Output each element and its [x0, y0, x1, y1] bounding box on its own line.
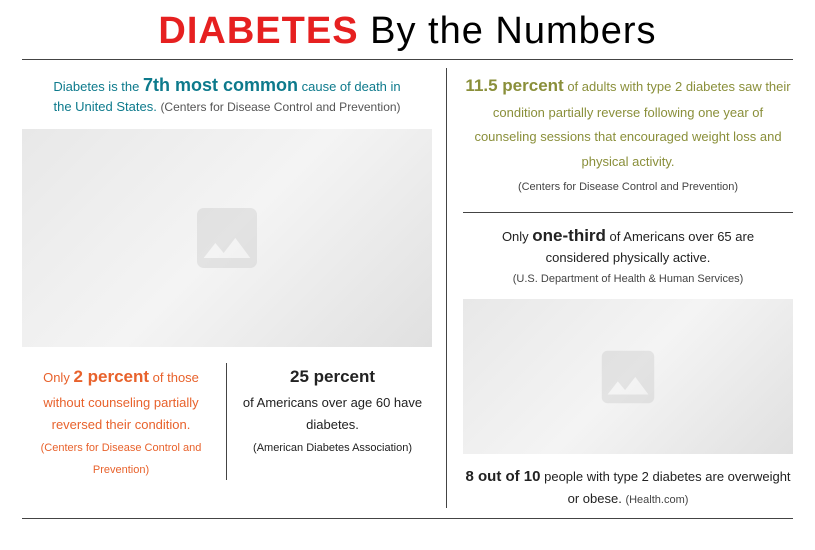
fact-2-percent: Only 2 percent of those without counseli… [22, 363, 227, 480]
image-senior-exercise [463, 299, 793, 454]
source-citation: (American Diabetes Association) [253, 442, 412, 454]
title-word-1: DIABETES [158, 10, 358, 52]
text: Only [43, 370, 73, 385]
image-doctor-glucometer [22, 129, 432, 347]
content-columns: Diabetes is the 7th most common cause of… [22, 68, 793, 508]
source-citation: (U.S. Department of Health & Human Servi… [513, 273, 743, 285]
page-title: DIABETES By the Numbers [22, 10, 793, 53]
source-citation: (Centers for Disease Control and Prevent… [160, 100, 400, 114]
fact-11-5-percent: 11.5 percent of adults with type 2 diabe… [463, 68, 793, 212]
image-icon [593, 342, 663, 412]
bottom-left-facts: Only 2 percent of those without counseli… [22, 363, 432, 480]
stat-bold: 7th most common [143, 75, 298, 95]
stat-bold: 8 out of 10 [465, 468, 540, 485]
source-citation: (Centers for Disease Control and Prevent… [518, 181, 738, 193]
source-citation: (Health.com) [625, 494, 688, 506]
fact-7th-common: Diabetes is the 7th most common cause of… [22, 68, 432, 129]
title-word-2: By the Numbers [359, 10, 657, 52]
stat-bold: 11.5 percent [465, 76, 563, 95]
image-icon [187, 198, 267, 278]
divider-top [22, 59, 793, 60]
text: Diabetes is the [53, 79, 143, 94]
fact-one-third: Only one-third of Americans over 65 are … [463, 212, 793, 300]
divider-bottom [22, 518, 793, 519]
stat-bold: 25 percent [290, 367, 375, 386]
source-citation: (Centers for Disease Control and Prevent… [41, 442, 202, 476]
fact-8-out-of-10: 8 out of 10 people with type 2 diabetes … [463, 454, 793, 508]
stat-bold: one-third [532, 226, 606, 245]
fact-25-percent: 25 percent of Americans over age 60 have… [227, 363, 432, 480]
right-column: 11.5 percent of adults with type 2 diabe… [446, 68, 793, 508]
left-column: Diabetes is the 7th most common cause of… [22, 68, 446, 508]
stat-bold: 2 percent [73, 367, 149, 386]
text: Only [502, 229, 532, 244]
text: of Americans over age 60 have diabetes. [243, 395, 422, 432]
